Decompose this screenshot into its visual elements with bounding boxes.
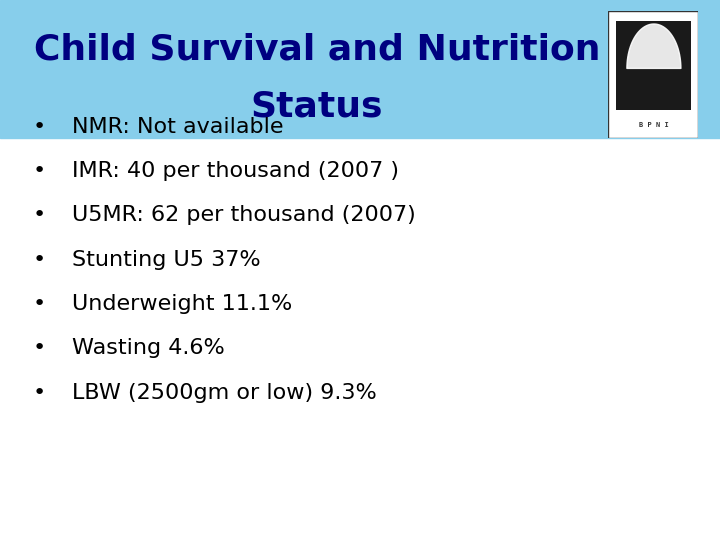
Text: •: • (33, 161, 46, 181)
Text: NMR: Not available: NMR: Not available (72, 117, 284, 137)
Text: Wasting 4.6%: Wasting 4.6% (72, 338, 225, 359)
Text: Status: Status (251, 90, 383, 124)
Text: U5MR: 62 per thousand (2007): U5MR: 62 per thousand (2007) (72, 205, 415, 226)
Text: •: • (33, 249, 46, 270)
Text: •: • (33, 294, 46, 314)
Text: Underweight 11.1%: Underweight 11.1% (72, 294, 292, 314)
Text: Stunting U5 37%: Stunting U5 37% (72, 249, 261, 270)
Text: •: • (33, 382, 46, 403)
Bar (0, 0, 720, 138)
Text: B P N I: B P N I (639, 122, 668, 128)
Text: LBW (2500gm or low) 9.3%: LBW (2500gm or low) 9.3% (72, 382, 377, 403)
Bar (616, 21, 691, 110)
Text: •: • (33, 338, 46, 359)
Text: •: • (33, 117, 46, 137)
Text: •: • (33, 205, 46, 226)
Text: IMR: 40 per thousand (2007 ): IMR: 40 per thousand (2007 ) (72, 161, 399, 181)
Text: Child Survival and Nutrition: Child Survival and Nutrition (34, 33, 600, 67)
